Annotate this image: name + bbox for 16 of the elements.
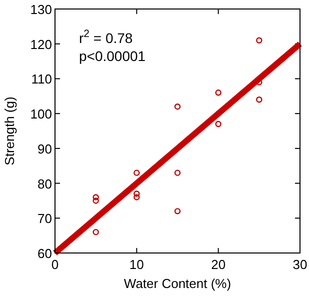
y-tick-label: 130 <box>30 2 52 17</box>
x-tick-label: 10 <box>129 257 144 272</box>
x-tick-label: 20 <box>211 257 226 272</box>
y-tick-label: 90 <box>38 141 52 156</box>
y-tick-label: 70 <box>38 211 52 226</box>
y-axis-title: Strength (g) <box>2 96 17 166</box>
x-axis-title: Water Content (%) <box>124 276 232 291</box>
x-tick-label: 30 <box>292 257 308 272</box>
y-tick-label: 120 <box>30 36 52 52</box>
annotation: r$^{2}$ = 0.78 <box>79 28 133 46</box>
y-tick-label: 80 <box>38 176 52 192</box>
y-tick-label: 110 <box>31 72 52 87</box>
x-tick-label: 0 <box>51 257 59 272</box>
annotation: p<0.00001 <box>79 48 146 64</box>
y-tick-label: 100 <box>30 106 52 122</box>
y-tick-label: 60 <box>38 246 52 261</box>
